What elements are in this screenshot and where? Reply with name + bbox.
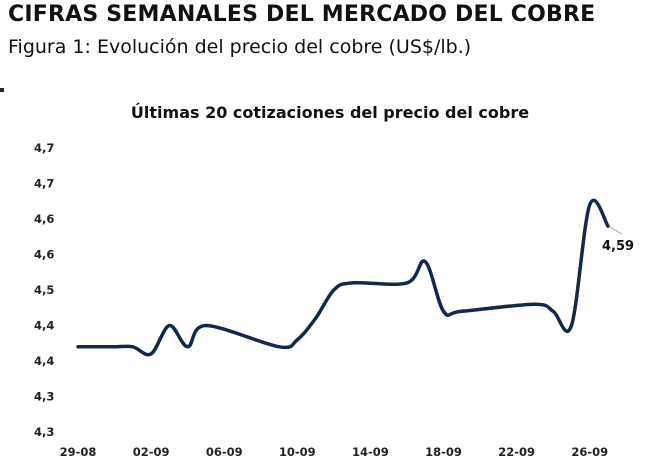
- x-tick-label: 06-09: [206, 445, 243, 459]
- y-tick-label: 4,5: [34, 283, 54, 297]
- y-tick-label: 4,6: [34, 212, 54, 226]
- x-tick-label: 18-09: [425, 445, 462, 459]
- y-tick-label: 4,4: [34, 354, 54, 368]
- series-layer: [76, 198, 610, 357]
- y-tick-label: 4,3: [34, 390, 54, 404]
- x-tick-label: 26-09: [571, 445, 608, 459]
- x-axis: 29-08 02-09 06-09 10-09 14-09 18-09 22-09 26-09: [60, 445, 609, 459]
- price-line: [76, 198, 610, 357]
- y-tick-label: 4,6: [34, 248, 54, 262]
- x-tick-label: 29-08: [60, 445, 97, 459]
- annotation-leader: [609, 226, 623, 235]
- annotation-layer: 4,59: [602, 226, 634, 254]
- y-tick-label: 4,3: [34, 425, 54, 439]
- x-tick-label: 02-09: [133, 445, 170, 459]
- page-title: CIFRAS SEMANALES DEL MERCADO DEL COBRE: [8, 2, 596, 27]
- x-tick-label: 22-09: [498, 445, 535, 459]
- figure-caption: Figura 1: Evolución del precio del cobre…: [8, 36, 472, 58]
- last-value-label: 4,59: [602, 239, 634, 254]
- y-tick-label: 4,7: [34, 141, 54, 155]
- y-axis: 4,3 4,3 4,4 4,4 4,5 4,6 4,6 4,7 4,7: [34, 141, 54, 439]
- bullet-marker: [0, 88, 4, 92]
- y-tick-label: 4,7: [34, 177, 54, 191]
- y-tick-label: 4,4: [34, 319, 54, 333]
- x-tick-label: 14-09: [352, 445, 389, 459]
- x-tick-label: 10-09: [279, 445, 316, 459]
- chart-title: Últimas 20 cotizaciones del precio del c…: [131, 103, 529, 122]
